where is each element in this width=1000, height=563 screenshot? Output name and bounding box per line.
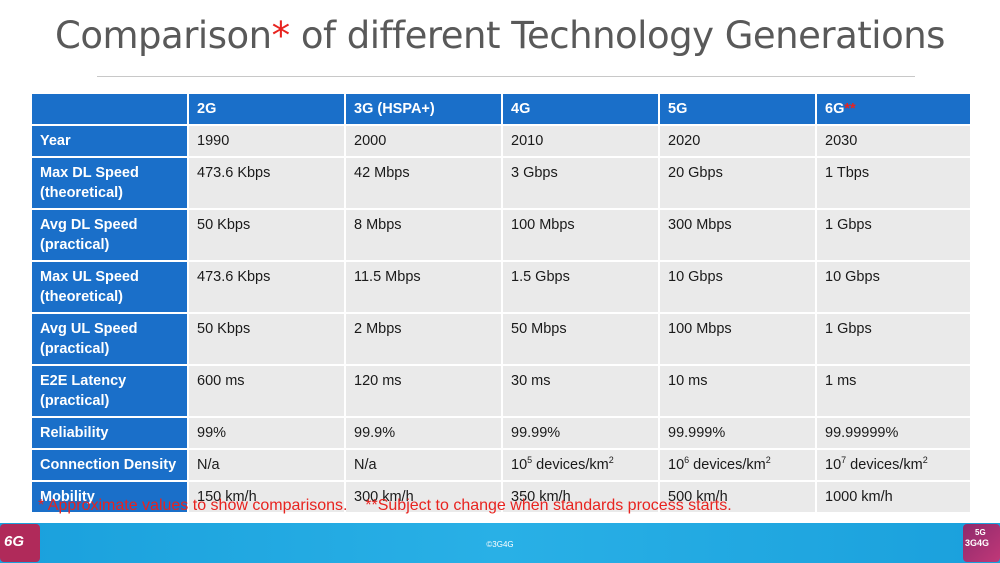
row-label: Avg DL Speed (practical) bbox=[30, 208, 189, 262]
table-cell: 100 Mbps bbox=[658, 312, 817, 366]
table-cell: 10 Gbps bbox=[658, 260, 817, 314]
title-main: Comparison bbox=[55, 14, 272, 57]
logo-left-text: 6G bbox=[4, 533, 25, 550]
table-cell: 99.9% bbox=[344, 416, 503, 450]
table-cell: 600 ms bbox=[187, 364, 346, 418]
table-cell: 50 Kbps bbox=[187, 312, 346, 366]
table-cell: 150 km/h bbox=[187, 480, 346, 514]
table-row: Reliability 99% 99.9% 99.99% 99.999% 99.99999… bbox=[30, 416, 972, 450]
row-label: Max UL Speed (theoretical) bbox=[30, 260, 189, 314]
comparison-table: 2G 3G (HSPA+) 4G 5G 6G** Year 1990 2000 2010 202… bbox=[30, 92, 972, 514]
title-divider bbox=[97, 76, 915, 77]
table-cell: 1990 bbox=[187, 124, 346, 158]
table-cell: 1 Gbps bbox=[815, 208, 972, 262]
header-6g-marker: ** bbox=[844, 101, 856, 117]
header-cell: 4G bbox=[501, 92, 660, 126]
table-row: E2E Latency (practical) 600 ms 120 ms 30 ms… bbox=[30, 364, 972, 418]
row-label: Connection Density bbox=[30, 448, 189, 482]
table-cell: 30 ms bbox=[501, 364, 660, 418]
header-label: 3G (HSPA+) bbox=[354, 101, 435, 117]
footer-bar bbox=[0, 523, 1000, 563]
row-label: Year bbox=[30, 124, 189, 158]
table-cell: 1 Tbps bbox=[815, 156, 972, 210]
slide-title: Comparison* of different Technology Gene… bbox=[0, 14, 1000, 57]
header-cell: 6G** bbox=[815, 92, 972, 126]
table-cell: 120 ms bbox=[344, 364, 503, 418]
table-row: Avg UL Speed (practical) 50 Kbps 2 Mbps 50 … bbox=[30, 312, 972, 366]
table-cell: 473.6 Kbps bbox=[187, 156, 346, 210]
table-cell: N/a bbox=[344, 448, 503, 482]
3g4g-logo-icon: 5G 3G4G bbox=[963, 524, 1000, 562]
row-label: Mobility bbox=[30, 480, 189, 514]
logo-right-text: 3G4G bbox=[965, 538, 990, 548]
header-label: 5G bbox=[668, 101, 688, 117]
footnote: * Approximate values to show comparisons… bbox=[38, 497, 732, 514]
table-cell: 350 km/h bbox=[501, 480, 660, 514]
header-cell: 2G bbox=[187, 92, 346, 126]
table-cell: 105 devices/km2 bbox=[501, 448, 660, 482]
table-cell: 99.99999% bbox=[815, 416, 972, 450]
table-cell: 300 Mbps bbox=[658, 208, 817, 262]
row-label: Max DL Speed (theoretical) bbox=[30, 156, 189, 210]
table-cell: 1.5 Gbps bbox=[501, 260, 660, 314]
header-label: 2G bbox=[197, 101, 217, 117]
table-row: Mobility 150 km/h 300 km/h 350 km/h 500 km/h… bbox=[30, 480, 972, 514]
table-cell: 2010 bbox=[501, 124, 660, 158]
table-cell: 2030 bbox=[815, 124, 972, 158]
logo-right-small-text: 5G bbox=[975, 528, 986, 537]
table-cell: 500 km/h bbox=[658, 480, 817, 514]
table-cell: 1 ms bbox=[815, 364, 972, 418]
table-cell: 8 Mbps bbox=[344, 208, 503, 262]
table-row: Avg DL Speed (practical) 50 Kbps 8 Mbps 100… bbox=[30, 208, 972, 262]
table-cell: 10 ms bbox=[658, 364, 817, 418]
row-label: Reliability bbox=[30, 416, 189, 450]
copyright: ©3G4G bbox=[486, 540, 514, 549]
row-label: Avg UL Speed (practical) bbox=[30, 312, 189, 366]
table-header-row: 2G 3G (HSPA+) 4G 5G 6G** bbox=[30, 92, 972, 126]
table-cell: 2000 bbox=[344, 124, 503, 158]
table-body: Year 1990 2000 2010 2020 2030 Max DL Speed (th… bbox=[30, 124, 972, 514]
table-cell: 50 Mbps bbox=[501, 312, 660, 366]
table-cell: 99.999% bbox=[658, 416, 817, 450]
6g-logo-icon: 6G bbox=[0, 524, 40, 562]
table-cell: 107 devices/km2 bbox=[815, 448, 972, 482]
table-cell: 42 Mbps bbox=[344, 156, 503, 210]
table-cell: 20 Gbps bbox=[658, 156, 817, 210]
title-asterisk: * bbox=[271, 14, 291, 57]
table-cell: 100 Mbps bbox=[501, 208, 660, 262]
header-cell: 5G bbox=[658, 92, 817, 126]
title-rest: of different Technology Generations bbox=[289, 14, 946, 57]
table-cell: 10 Gbps bbox=[815, 260, 972, 314]
table-cell: 2020 bbox=[658, 124, 817, 158]
header-cell: 3G (HSPA+) bbox=[344, 92, 503, 126]
table-cell: 99.99% bbox=[501, 416, 660, 450]
table-cell: 1000 km/h bbox=[815, 480, 972, 514]
table-cell: 300 km/h bbox=[344, 480, 503, 514]
table-row: Connection Density N/a N/a 105 devices/km2 1… bbox=[30, 448, 972, 482]
table-cell: 1 Gbps bbox=[815, 312, 972, 366]
header-label: 4G bbox=[511, 101, 531, 117]
header-corner-cell bbox=[30, 92, 189, 126]
row-label: E2E Latency (practical) bbox=[30, 364, 189, 418]
table-row: Max DL Speed (theoretical) 473.6 Kbps 42 M… bbox=[30, 156, 972, 210]
table-cell: 106 devices/km2 bbox=[658, 448, 817, 482]
table-cell: 3 Gbps bbox=[501, 156, 660, 210]
table-cell: N/a bbox=[187, 448, 346, 482]
table-cell: 99% bbox=[187, 416, 346, 450]
table-row: Year 1990 2000 2010 2020 2030 bbox=[30, 124, 972, 158]
table-cell: 50 Kbps bbox=[187, 208, 346, 262]
header-label: 6G bbox=[825, 101, 845, 117]
table-cell: 2 Mbps bbox=[344, 312, 503, 366]
table-row: Max UL Speed (theoretical) 473.6 Kbps 11.5… bbox=[30, 260, 972, 314]
table-cell: 473.6 Kbps bbox=[187, 260, 346, 314]
table-cell: 11.5 Mbps bbox=[344, 260, 503, 314]
